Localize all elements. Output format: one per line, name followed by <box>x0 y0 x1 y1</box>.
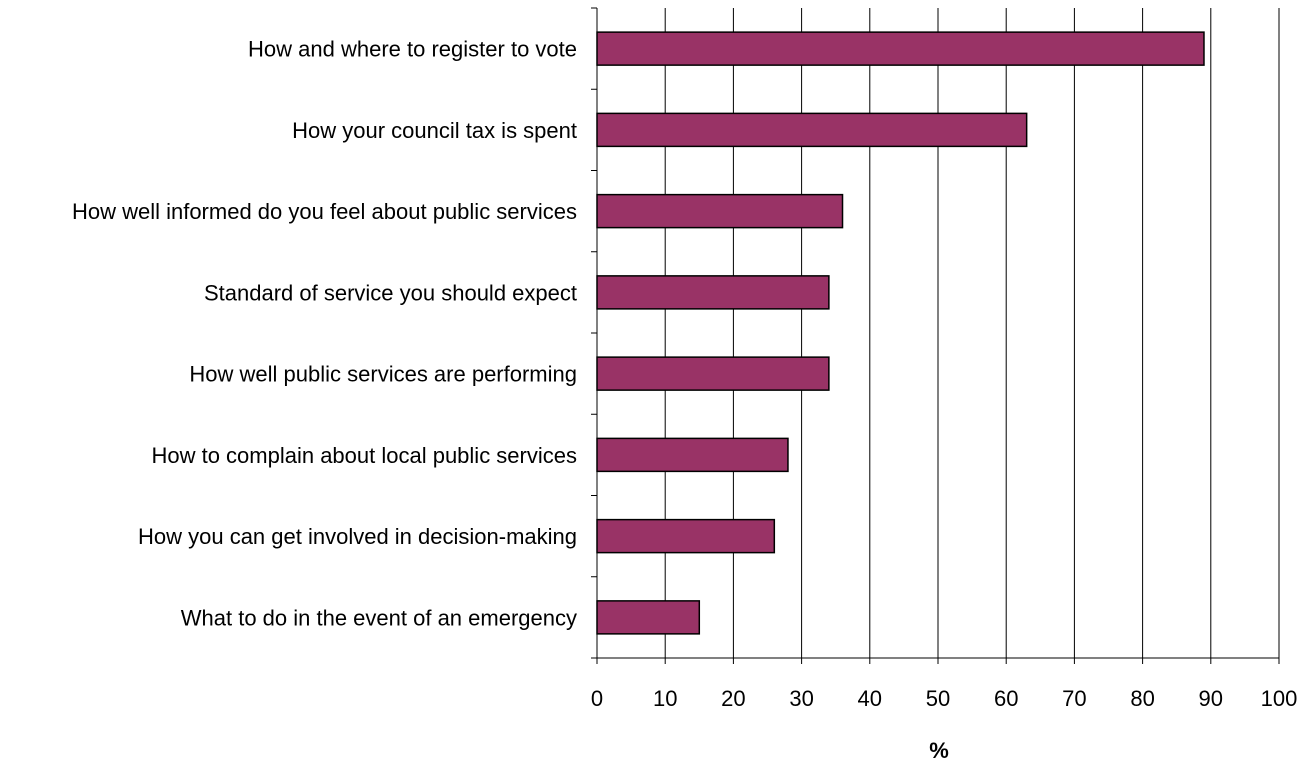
x-axis-title: % <box>929 738 949 763</box>
x-tick-label: 80 <box>1130 686 1154 711</box>
x-tick-label: 90 <box>1199 686 1223 711</box>
x-tick-label: 0 <box>591 686 603 711</box>
x-tick-label: 50 <box>926 686 950 711</box>
category-label: Standard of service you should expect <box>204 280 577 305</box>
bar <box>596 600 701 635</box>
x-tick-label: 60 <box>994 686 1018 711</box>
x-tick-label: 10 <box>653 686 677 711</box>
category-label: How your council tax is spent <box>292 118 577 143</box>
category-label: How well public services are performing <box>189 362 577 387</box>
x-tick-label: 20 <box>721 686 745 711</box>
bar <box>596 437 789 473</box>
category-label: How you can get involved in decision-mak… <box>138 524 577 549</box>
bar <box>596 193 844 229</box>
bars <box>596 31 1205 635</box>
x-tick-label: 70 <box>1062 686 1086 711</box>
x-tick-labels: 0 10 20 30 40 50 60 70 80 90 100 <box>591 686 1297 711</box>
gridlines <box>664 8 1280 658</box>
category-label: What to do in the event of an emergency <box>181 605 577 630</box>
bar <box>596 31 1205 66</box>
axes <box>591 7 1280 664</box>
bar <box>596 518 776 554</box>
category-label: How to complain about local public servi… <box>151 443 577 468</box>
x-tick-label: 40 <box>858 686 882 711</box>
bar <box>596 112 1028 148</box>
x-tick-label: 30 <box>789 686 813 711</box>
category-label: How well informed do you feel about publ… <box>72 199 577 224</box>
category-labels: How and where to register to vote How you… <box>72 37 577 631</box>
bar <box>596 275 830 310</box>
category-label: How and where to register to vote <box>248 37 577 62</box>
bar <box>596 356 830 391</box>
x-tick-label: 100 <box>1261 686 1298 711</box>
